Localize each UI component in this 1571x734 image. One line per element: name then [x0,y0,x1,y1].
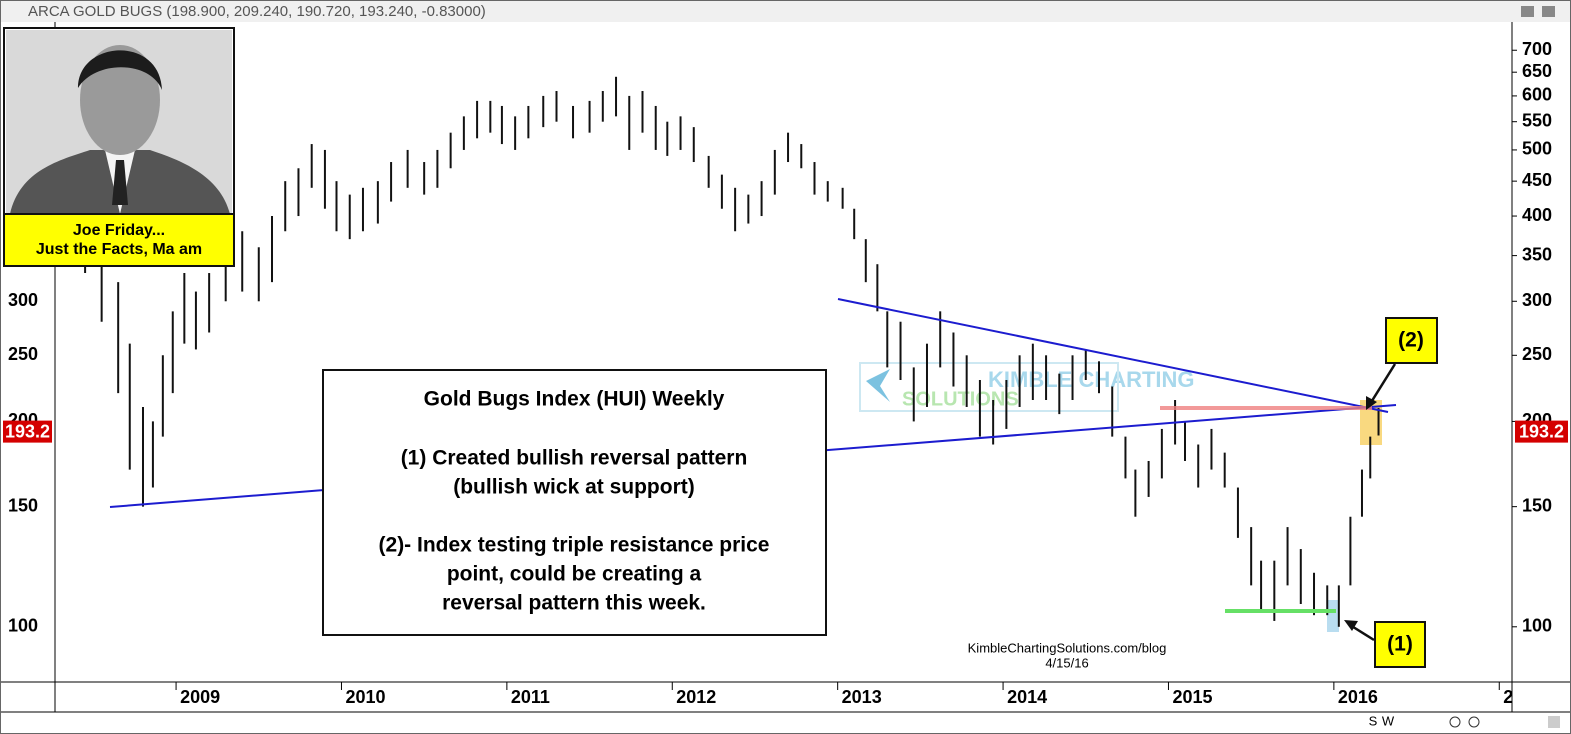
y-tick-label: 450 [1522,170,1552,190]
y-tick-label: 150 [8,495,38,515]
x-tick-label: 2013 [842,687,882,707]
last-price-label: 193.2 [5,421,50,441]
y-tick-label: 250 [8,344,38,364]
resistance-line [837,298,1389,413]
toolbar-button[interactable] [1449,716,1461,728]
y-tick-label: 550 [1522,110,1552,130]
x-tick-label: 2015 [1172,687,1212,707]
text-box [322,369,827,636]
callout-box [1374,621,1426,668]
watermark-logo [866,369,890,402]
y-tick-label: 300 [8,290,38,310]
y-tick-label: 100 [8,616,38,636]
toolbar-button[interactable] [1468,716,1480,728]
toolbar-button[interactable]: S [1369,713,1378,728]
photo-hair [78,50,162,90]
x-tick-label: 2009 [180,687,220,707]
text-box-line: Gold Bugs Index (HUI) Weekly [424,388,725,411]
x-tick-label: 2010 [345,687,385,707]
toolbar-button[interactable] [1548,716,1560,728]
y-tick-label: 400 [1522,205,1552,225]
date-text: 4/15/16 [1045,655,1088,670]
x-axis-labels: 2008200920102011201220132014201520162017 [175,682,1543,707]
x-tick-label: 2012 [676,687,716,707]
highlight [1327,600,1339,632]
header-icon[interactable] [1521,6,1534,17]
callout-arrow [1368,363,1397,405]
toolbar-button[interactable]: W [1382,713,1395,728]
y-tick-label: 100 [1522,616,1552,636]
caption: Just the Facts, Ma am [36,241,202,258]
caption-box [3,213,235,267]
photo-face [80,45,160,155]
text-box-line: (1) Created bullish reversal pattern [401,447,748,470]
callout-arrowhead [1344,620,1358,631]
caption: Joe Friday... [73,222,165,239]
callout-box [1385,317,1438,364]
watermark-frame [859,362,1119,412]
x-tick-label: 2017 [1503,687,1543,707]
chart-title: ARCA GOLD BUGS (198.900, 209.240, 190.72… [28,3,486,20]
watermark: SOLUTIONS [902,388,1019,410]
axes: 1001001501502002002502503003003504004505… [3,39,1568,636]
text-box-line: (bullish wick at support) [453,476,695,499]
callout-arrowhead [1366,396,1377,410]
last-price-label: 193.2 [1519,421,1564,441]
y-tick-label: 150 [1522,495,1552,515]
y-tick-label: 650 [1522,61,1552,81]
y-tick-label: 350 [1522,244,1552,264]
last-price-flag [3,420,52,443]
text-box-line: reversal pattern this week. [442,592,706,615]
callout: (1) [1387,633,1413,656]
x-tick-label: 2011 [511,687,550,707]
y-tick-label: 700 [1522,39,1552,59]
plot-area: KIMBLE CHARTING SOLUTIONS Gold Bugs Inde… [84,76,1438,670]
header-icon[interactable] [1542,6,1555,17]
photo: Joe Friday... Just the Facts, Ma am [3,27,235,267]
source-text: KimbleChartingSolutions.com/blog [968,640,1167,655]
highlight [1360,400,1382,445]
header-bar [0,0,1571,22]
text-box-line: (2)- Index testing triple resistance pri… [379,534,770,557]
x-tick-label: 2016 [1338,687,1378,707]
callout: (2) [1398,329,1424,352]
toolbar: S W [1369,713,1560,728]
y-tick-label: 300 [1522,290,1552,310]
watermark: KIMBLE CHARTING [988,367,1195,392]
text-box-line: point, could be creating a [447,563,702,586]
y-tick-label: 600 [1522,85,1552,105]
y-tick-label: 500 [1522,139,1552,159]
last-price-flag [1515,420,1568,443]
photo-tie [112,160,128,205]
y-tick-label: 250 [1522,344,1552,364]
x-tick-label: 2014 [1007,687,1047,707]
